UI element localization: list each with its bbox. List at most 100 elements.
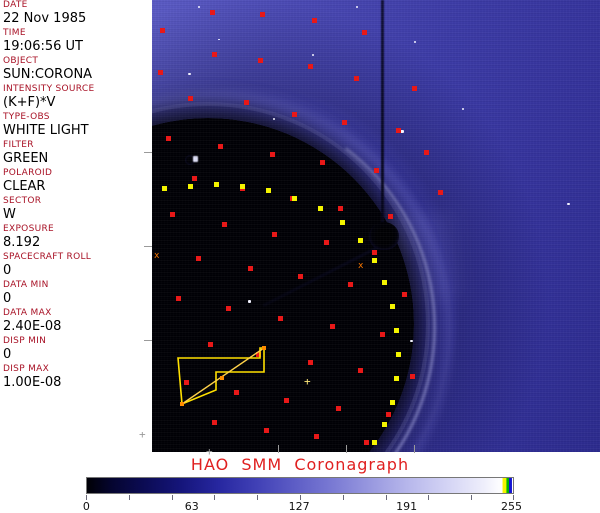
axis-tick-left (144, 340, 152, 341)
feature-marker-red[interactable] (158, 70, 163, 75)
feature-marker-yellow[interactable] (394, 328, 399, 333)
feature-marker-red[interactable] (184, 380, 189, 385)
feature-marker-x[interactable]: x (358, 261, 364, 271)
feature-marker-yellow[interactable] (162, 186, 167, 191)
header-field-exposure: EXPOSURE 8.192 (0, 224, 152, 250)
feature-marker-red[interactable] (348, 282, 353, 287)
feature-marker-red[interactable] (208, 342, 213, 347)
feature-marker-red[interactable] (210, 10, 215, 15)
feature-marker-red[interactable] (166, 136, 171, 141)
feature-marker-red[interactable] (234, 390, 239, 395)
feature-marker-yellow[interactable] (390, 400, 395, 405)
feature-marker-red[interactable] (270, 152, 275, 157)
header-field-value: WHITE LIGHT (3, 123, 89, 138)
feature-marker-red[interactable] (298, 274, 303, 279)
colorbar-tick (129, 495, 130, 500)
axis-tick-bottom (414, 445, 415, 453)
feature-marker-red[interactable] (160, 28, 165, 33)
feature-marker-red[interactable] (188, 96, 193, 101)
feature-marker-red[interactable] (256, 352, 261, 357)
colorbar-tick (471, 495, 472, 500)
feature-marker-yellow[interactable] (358, 238, 363, 243)
header-field-disp-min: DISP MIN 0 (0, 336, 152, 362)
header-field-sector: SECTOR W (0, 196, 152, 222)
feature-marker-x[interactable]: x (154, 251, 160, 261)
feature-marker-red[interactable] (402, 292, 407, 297)
feature-marker-red[interactable] (372, 250, 377, 255)
feature-marker-red[interactable] (354, 76, 359, 81)
feature-marker-red[interactable] (284, 398, 289, 403)
feature-marker-yellow[interactable] (318, 206, 323, 211)
feature-marker-red[interactable] (388, 214, 393, 219)
feature-marker-yellow[interactable] (394, 376, 399, 381)
feature-marker-red[interactable] (320, 160, 325, 165)
feature-marker-yellow[interactable] (396, 352, 401, 357)
feature-marker-yellow[interactable] (292, 196, 297, 201)
feature-marker-red[interactable] (292, 112, 297, 117)
roi-vertex-handle[interactable] (220, 376, 224, 380)
feature-marker-yellow[interactable] (390, 304, 395, 309)
feature-marker-yellow[interactable] (214, 182, 219, 187)
header-field-value: 0 (3, 263, 12, 278)
feature-marker-red[interactable] (424, 150, 429, 155)
star-point (273, 118, 275, 120)
feature-marker-red[interactable] (264, 428, 269, 433)
header-field-value: CLEAR (3, 179, 46, 194)
feature-marker-yellow[interactable] (372, 440, 377, 445)
feature-marker-red[interactable] (226, 306, 231, 311)
feature-marker-red[interactable] (312, 18, 317, 23)
feature-marker-red[interactable] (412, 86, 417, 91)
feature-marker-red[interactable] (196, 256, 201, 261)
roi-vertex-handle[interactable] (262, 346, 266, 350)
feature-marker-red[interactable] (222, 222, 227, 227)
coronagraph-image-panel[interactable]: x x + (152, 0, 600, 452)
feature-marker-red[interactable] (248, 266, 253, 271)
feature-marker-red[interactable] (438, 190, 443, 195)
header-field-value: W (3, 207, 16, 222)
colorbar-widget[interactable]: 0 63 127 191 255 (83, 477, 522, 513)
feature-marker-red[interactable] (212, 52, 217, 57)
feature-marker-red[interactable] (218, 144, 223, 149)
feature-marker-yellow[interactable] (340, 220, 345, 225)
feature-marker-red[interactable] (308, 64, 313, 69)
feature-marker-red[interactable] (244, 100, 249, 105)
feature-marker-yellow[interactable] (240, 184, 245, 189)
colorbar-tick (214, 495, 215, 500)
feature-marker-red[interactable] (258, 58, 263, 63)
feature-marker-red[interactable] (364, 440, 369, 445)
header-field-intensity-source: INTENSITY SOURCE (K+F)*V (0, 84, 152, 110)
feature-marker-red[interactable] (386, 412, 391, 417)
header-field-value: 0 (3, 347, 12, 362)
feature-marker-red[interactable] (338, 206, 343, 211)
feature-marker-red[interactable] (260, 12, 265, 17)
feature-marker-red[interactable] (324, 240, 329, 245)
feature-marker-red[interactable] (308, 360, 313, 365)
axis-tick-left (144, 152, 152, 153)
feature-marker-red[interactable] (330, 324, 335, 329)
feature-marker-yellow[interactable] (382, 280, 387, 285)
feature-marker-red[interactable] (212, 420, 217, 425)
roi-vertex-handle[interactable] (180, 402, 184, 406)
feature-marker-red[interactable] (362, 30, 367, 35)
colorbar-gradient[interactable] (86, 477, 514, 494)
feature-marker-red[interactable] (176, 296, 181, 301)
feature-marker-red[interactable] (278, 316, 283, 321)
feature-marker-yellow[interactable] (372, 258, 377, 263)
feature-marker-red[interactable] (358, 368, 363, 373)
feature-marker-yellow[interactable] (382, 422, 387, 427)
feature-marker-red[interactable] (380, 332, 385, 337)
feature-marker-yellow[interactable] (188, 184, 193, 189)
colorbar-tick (513, 495, 514, 500)
feature-marker-red[interactable] (314, 434, 319, 439)
feature-marker-red[interactable] (192, 176, 197, 181)
feature-marker-red[interactable] (342, 120, 347, 125)
region-of-interest-polygon[interactable] (152, 0, 600, 452)
feature-marker-red[interactable] (170, 212, 175, 217)
feature-marker-red[interactable] (336, 406, 341, 411)
feature-marker-red[interactable] (374, 168, 379, 173)
feature-marker-red[interactable] (410, 374, 415, 379)
feature-marker-red[interactable] (396, 128, 401, 133)
feature-marker-yellow[interactable] (266, 188, 271, 193)
feature-marker-red[interactable] (272, 232, 277, 237)
